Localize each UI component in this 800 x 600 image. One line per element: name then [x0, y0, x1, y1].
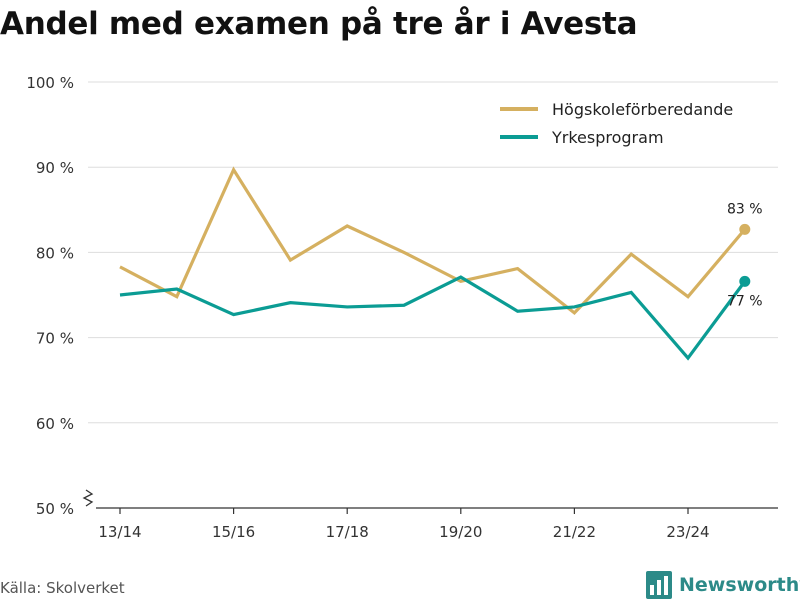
series-end-point: [739, 223, 751, 235]
y-tick-labels: 50 % 60 % 70 % 80 % 90 % 100 %: [26, 74, 74, 518]
x-tick-label: 23/24: [666, 523, 709, 541]
y-tick-label: 60 %: [36, 415, 74, 433]
gridlines: [88, 81, 778, 424]
axis-break-icon: [82, 489, 94, 507]
bar-chart-logo-icon: [646, 571, 672, 599]
y-tick-label: 50 %: [36, 500, 74, 518]
x-tick-label: 21/22: [553, 523, 596, 541]
chart-title: Andel med examen på tre år i Avesta: [0, 6, 638, 42]
x-tick-label: 15/16: [212, 523, 255, 541]
series-line-yrkesprogram: [119, 275, 747, 361]
y-tick-label: 70 %: [36, 330, 74, 348]
series-end-point: [739, 275, 751, 287]
x-tick-label: 13/14: [98, 523, 141, 541]
series-line-hogskoleforberedande: [119, 166, 747, 316]
series-end-label: 77 %: [727, 293, 763, 309]
x-axis: 13/14 15/16 17/18 19/20 21/22 23/24: [82, 489, 778, 541]
brand-name: Newsworthy: [679, 574, 800, 596]
y-tick-label: 80 %: [36, 244, 74, 262]
legend-label: Yrkesprogram: [551, 128, 664, 147]
legend-label: Högskoleförberedande: [552, 100, 733, 119]
legend: Högskoleförberedande Yrkesprogram: [500, 100, 733, 147]
x-tick-label: 19/20: [439, 523, 482, 541]
y-tick-label: 100 %: [26, 74, 74, 92]
x-tick-label: 17/18: [326, 523, 369, 541]
brand-logo: Newsworthy: [646, 570, 800, 600]
series-lines: 83 % 77 %: [119, 166, 763, 361]
source-note: Källa: Skolverket: [0, 579, 125, 597]
series-end-label: 83 %: [727, 201, 763, 217]
y-tick-label: 90 %: [36, 159, 74, 177]
